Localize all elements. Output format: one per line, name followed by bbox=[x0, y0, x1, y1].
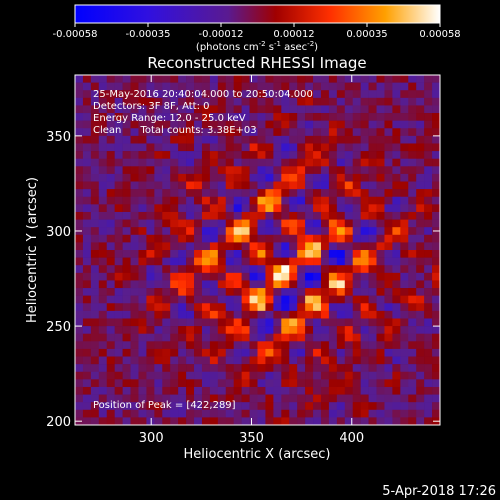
x-tick-label: 400 bbox=[339, 431, 364, 446]
annotation-clean: Clean Total counts: 3.38E+03 bbox=[93, 125, 257, 136]
y-tick-label: 350 bbox=[46, 130, 71, 145]
annotation-detectors: Detectors: 3F 8F, Att: 0 bbox=[93, 101, 210, 112]
x-axis-label: Heliocentric X (arcsec) bbox=[184, 447, 331, 462]
y-tick-label: 300 bbox=[46, 225, 71, 240]
colorbar-tick-label: 0.00035 bbox=[346, 29, 387, 40]
axis-ticks: 300 350 400 200 250 300 350 bbox=[46, 75, 440, 446]
annotation-energy: Energy Range: 12.0 - 25.0 keV bbox=[93, 113, 246, 124]
colorbar-tick-label: 0.00012 bbox=[273, 29, 314, 40]
annotations: 25-May-2016 20:40:04.000 to 20:50:04.000… bbox=[93, 89, 313, 411]
y-axis-label: Heliocentric Y (arcsec) bbox=[25, 177, 40, 323]
colorbar-tick-label: -0.00058 bbox=[53, 29, 98, 40]
y-tick-label: 250 bbox=[46, 320, 71, 335]
colorbar-unit-label: (photons cm-2 s-1 asec-2) bbox=[196, 40, 318, 53]
chart-title: Reconstructed RHESSI Image bbox=[147, 54, 366, 72]
footer-date: 5-Apr-2018 17:26 bbox=[382, 484, 496, 499]
colorbar-tick-label: -0.00012 bbox=[199, 29, 244, 40]
colorbar bbox=[74, 4, 441, 24]
colorbar-ticks: -0.00058 -0.00035 -0.00012 0.00012 0.00035 0.… bbox=[53, 23, 461, 40]
annotation-time: 25-May-2016 20:40:04.000 to 20:50:04.000 bbox=[93, 89, 313, 100]
colorbar-tick-label: -0.00035 bbox=[126, 29, 171, 40]
colorbar-tick-label: 0.00058 bbox=[419, 29, 460, 40]
x-tick-label: 300 bbox=[139, 431, 164, 446]
peak-position-label: Position of Peak = [422,289] bbox=[93, 400, 236, 411]
y-tick-label: 200 bbox=[46, 415, 71, 430]
heatmap-cells bbox=[75, 75, 441, 426]
plot-frame bbox=[74, 74, 441, 426]
x-tick-label: 350 bbox=[239, 431, 264, 446]
